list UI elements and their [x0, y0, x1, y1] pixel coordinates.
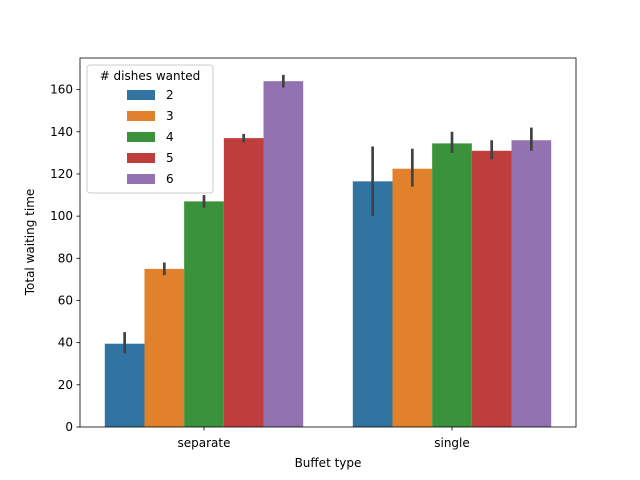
legend-title: # dishes wanted: [100, 69, 201, 83]
x-axis: separate single: [178, 427, 470, 450]
y-axis: 0 20 40 60 80 100 120 140 160: [50, 83, 80, 434]
x-axis-label: Buffet type: [295, 456, 362, 470]
bars-layer: [104, 81, 552, 428]
bar-separate-6: [263, 81, 304, 428]
bar-separate-4: [184, 201, 224, 427]
y-tick-label: 20: [58, 378, 73, 392]
y-tick-label: 160: [50, 83, 73, 97]
legend-swatch-5: [127, 153, 155, 163]
y-tick-label: 60: [58, 293, 73, 307]
legend: # dishes wanted 2 3 4 5 6: [86, 64, 214, 194]
legend-swatch-3: [127, 111, 155, 121]
bar-single-5: [471, 150, 512, 427]
y-tick-label: 80: [58, 251, 73, 265]
legend-label-6: 6: [166, 172, 174, 186]
legend-label-2: 2: [166, 88, 174, 102]
bar-single-6: [511, 140, 552, 427]
bar-separate-2: [104, 343, 145, 427]
legend-label-4: 4: [166, 130, 174, 144]
bar-separate-3: [144, 268, 185, 427]
plot-frame: [79, 57, 577, 428]
y-axis-label: Total waiting time: [23, 189, 37, 297]
bar-separate-5: [223, 138, 264, 427]
bar-single-3: [392, 168, 433, 427]
y-tick-label: 120: [50, 167, 73, 181]
error-bars-layer: [123, 74, 533, 354]
legend-label-3: 3: [166, 109, 174, 123]
bar-single-2: [352, 181, 393, 427]
legend-swatch-2: [127, 90, 155, 100]
legend-swatch-6: [127, 174, 155, 184]
y-tick-label: 140: [50, 125, 73, 139]
legend-box: [86, 64, 214, 194]
bar-single-4: [432, 143, 472, 427]
y-tick-label: 40: [58, 336, 73, 350]
legend-swatch-4: [127, 132, 155, 142]
x-tick-label-separate: separate: [178, 436, 231, 450]
x-tick-label-single: single: [434, 436, 470, 450]
legend-items: 2 3 4 5 6: [127, 88, 174, 186]
y-tick-label: 100: [50, 209, 73, 223]
y-tick-label: 0: [65, 420, 73, 434]
legend-label-5: 5: [166, 151, 174, 165]
